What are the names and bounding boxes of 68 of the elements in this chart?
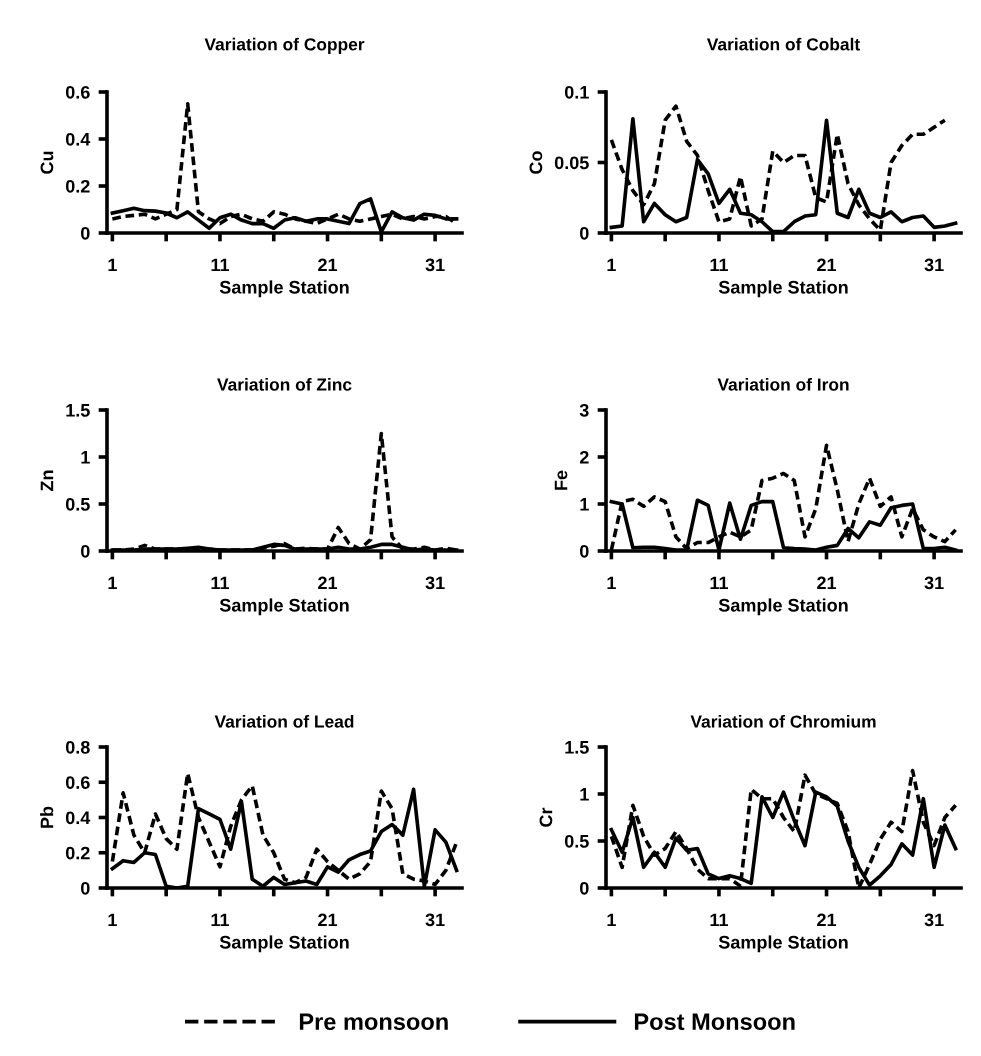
x-tick-label: 1 (108, 913, 117, 927)
y-tick-label: 0.1 (564, 85, 589, 99)
x-axis-title: Sample Station (219, 280, 349, 298)
x-tick-label: 1 (108, 576, 117, 590)
y-tick-label: 0.4 (65, 132, 91, 146)
y-tick-label: 0 (81, 544, 90, 558)
chart-title: Variation of Zinc (217, 377, 352, 391)
y-tick-label: 0.5 (65, 497, 90, 511)
x-tick-label: 11 (710, 913, 728, 927)
y-tick-label: 0.8 (65, 740, 90, 754)
chart-title: Variation of Iron (717, 377, 849, 391)
x-axis-title: Sample Station (219, 598, 349, 616)
chart-title: Variation of Lead (214, 714, 354, 728)
x-axis-title: Sample Station (718, 598, 848, 616)
x-tick-label: 31 (425, 258, 445, 272)
x-tick-label: 31 (924, 913, 944, 927)
x-tick-label: 11 (710, 258, 728, 272)
x-tick-label: 1 (108, 258, 117, 272)
y-tick-label: 0.2 (65, 846, 90, 860)
x-tick-label: 21 (817, 258, 837, 272)
x-tick-label: 11 (211, 576, 229, 590)
y-tick-label: 0.6 (65, 85, 90, 99)
y-tick-label: 0 (580, 544, 589, 558)
legend-label: Pre monsoon (299, 1013, 448, 1031)
x-tick-label: 1 (607, 913, 616, 927)
y-tick-label: 1.5 (66, 404, 90, 417)
y-tick-label: 0.6 (65, 776, 90, 789)
x-tick-label: 11 (211, 258, 229, 272)
x-tick-label: 21 (817, 576, 837, 590)
y-tick-label: 0 (580, 226, 589, 240)
y-tick-label: 0 (81, 881, 90, 895)
x-tick-label: 21 (318, 913, 338, 927)
x-tick-label: 31 (425, 576, 445, 590)
chart-title: Variation of Copper (204, 37, 365, 54)
chart-title: Variation of Chromium (690, 714, 876, 728)
y-axis-title: Cr (539, 807, 553, 827)
y-tick-label: 0 (81, 226, 90, 240)
y-tick-label: 3 (579, 403, 589, 417)
x-tick-label: 21 (318, 576, 338, 590)
x-tick-label: 31 (924, 576, 944, 590)
x-tick-label: 31 (425, 913, 445, 927)
y-tick-label: 0 (580, 881, 589, 895)
y-tick-label: 1 (580, 788, 589, 801)
x-axis-title: Sample Station (718, 280, 848, 298)
y-axis-title: Fe (554, 470, 568, 490)
x-tick-label: 21 (318, 258, 338, 272)
y-tick-label: 2 (579, 450, 589, 464)
chart-title: Variation of Cobalt (706, 37, 860, 51)
x-tick-label: 1 (607, 258, 616, 272)
x-axis-title: Sample Station (219, 935, 349, 953)
y-tick-label: 1.5 (565, 741, 589, 754)
y-tick-label: 0.2 (65, 179, 90, 193)
y-axis-title: Zn (40, 470, 54, 491)
y-axis-title: Co (529, 151, 543, 174)
y-tick-label: 1 (580, 498, 589, 511)
y-tick-label: 1 (81, 451, 90, 464)
legend-label: Post Monsoon (634, 1013, 795, 1031)
x-tick-label: 11 (710, 576, 728, 590)
y-tick-label: 0.5 (564, 834, 589, 848)
y-axis-title: Pb (40, 806, 54, 828)
y-axis-title: Cu (40, 151, 54, 174)
x-tick-label: 21 (817, 913, 837, 927)
x-tick-label: 1 (607, 576, 616, 590)
x-tick-label: 31 (924, 258, 944, 272)
x-tick-label: 11 (211, 913, 229, 927)
y-tick-label: 0.4 (65, 811, 91, 825)
y-tick-label: 0.05 (554, 156, 589, 170)
x-axis-title: Sample Station (718, 935, 848, 953)
